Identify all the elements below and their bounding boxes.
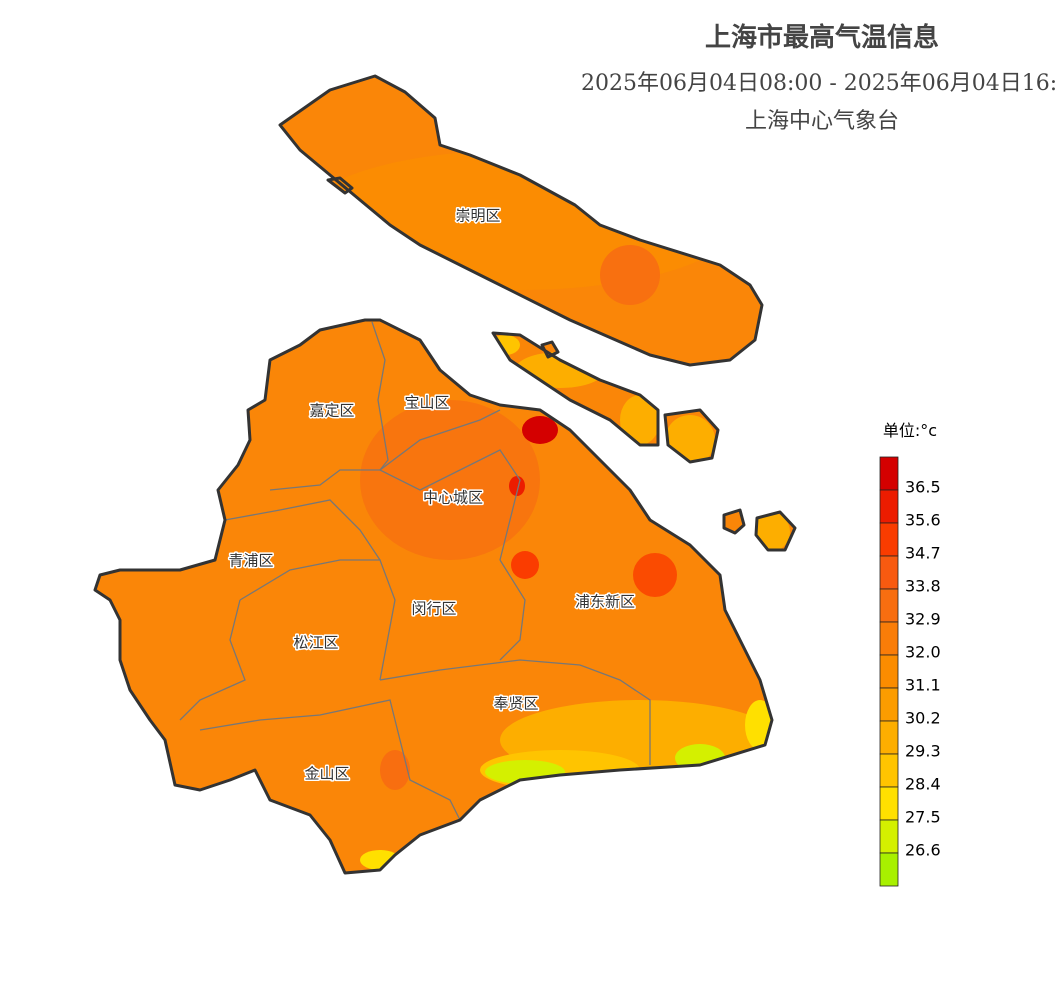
legend-label: 27.5 xyxy=(905,808,941,827)
legend-label: 31.1 xyxy=(905,676,941,695)
legend-label: 26.6 xyxy=(905,841,941,860)
border xyxy=(499,559,526,661)
legend-label: 32.0 xyxy=(905,643,941,662)
legend-unit: 单位:°c xyxy=(883,421,937,440)
district-label: 浦东新区 xyxy=(575,593,635,611)
agency: 上海中心气象台 xyxy=(745,109,899,134)
border xyxy=(379,449,521,561)
legend-swatch xyxy=(879,819,899,854)
border xyxy=(179,599,246,721)
legend-label: 33.8 xyxy=(905,577,941,596)
title: 上海市最高气温信息 xyxy=(705,22,939,53)
district-label: 松江区 xyxy=(293,634,338,652)
district-label: 奉贤区 xyxy=(493,695,538,713)
legend-swatch xyxy=(879,456,899,491)
district-label: 崇明区 xyxy=(455,207,500,225)
legend-swatch xyxy=(879,720,899,755)
legend-label: 34.7 xyxy=(905,544,941,563)
legend-swatch xyxy=(879,786,899,821)
legend-swatch xyxy=(879,522,899,557)
legend-label: 28.4 xyxy=(905,775,941,794)
border xyxy=(239,559,396,681)
legend-swatch xyxy=(879,621,899,656)
legend-swatch xyxy=(879,654,899,689)
legend-label: 35.6 xyxy=(905,511,941,530)
district-label: 宝山区 xyxy=(404,394,449,412)
district-label: 青浦区 xyxy=(228,552,273,570)
district-borders xyxy=(179,321,651,821)
legend-label: 36.5 xyxy=(905,478,941,497)
district-label: 金山区 xyxy=(304,765,349,783)
legend-swatch xyxy=(879,687,899,722)
border xyxy=(379,659,651,765)
legend-swatch xyxy=(879,555,899,590)
district-label: 嘉定区 xyxy=(309,402,354,420)
border xyxy=(224,499,381,561)
legend-swatch xyxy=(879,489,899,524)
district-label: 中心城区 xyxy=(423,489,483,507)
legend: 36.5 35.6 34.7 33.8 32.9 32.0 31.1 30.2 29.3 28.4… xyxy=(879,456,941,887)
border xyxy=(371,321,389,471)
legend-swatch xyxy=(879,852,899,887)
district-label: 闵行区 xyxy=(411,600,456,618)
border xyxy=(199,699,461,821)
legend-swatch xyxy=(879,588,899,623)
legend-label: 29.3 xyxy=(905,742,941,761)
legend-label: 30.2 xyxy=(905,709,941,728)
time-range: 2025年06月04日08:00 - 2025年06月04日16:00 xyxy=(581,71,1055,96)
legend-swatch xyxy=(879,753,899,788)
coastline xyxy=(93,74,797,875)
legend-label: 32.9 xyxy=(905,610,941,629)
